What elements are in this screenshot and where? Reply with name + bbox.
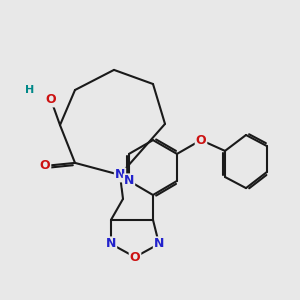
Text: O: O: [130, 250, 140, 264]
Text: N: N: [115, 168, 125, 182]
Text: H: H: [26, 85, 34, 95]
Text: O: O: [40, 159, 50, 172]
Text: N: N: [154, 237, 164, 250]
Text: O: O: [196, 134, 206, 147]
Text: O: O: [46, 93, 56, 106]
Text: N: N: [124, 174, 134, 188]
Text: N: N: [106, 237, 116, 250]
